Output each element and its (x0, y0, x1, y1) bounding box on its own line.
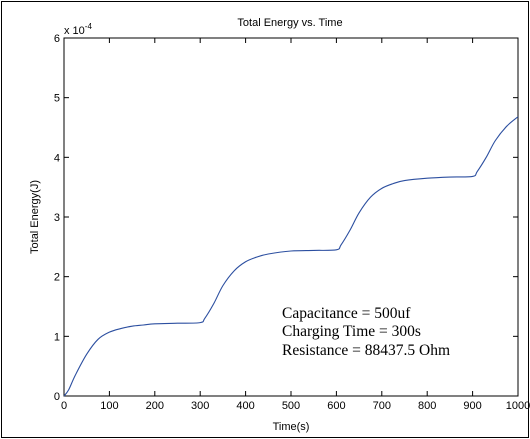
x-tick-label: 0 (61, 400, 67, 412)
x-axis-label: Time(s) (273, 421, 310, 433)
y-axis-multiplier-exponent: -4 (85, 22, 93, 31)
y-tick-label: 5 (54, 93, 60, 105)
x-tick-label: 100 (100, 400, 118, 412)
annotation-resistance: Resistance = 88437.5 Ohm (282, 342, 450, 359)
x-tick-label: 900 (463, 400, 481, 412)
y-axis-multiplier: x 10-4 (64, 22, 92, 37)
y-tick-label: 0 (54, 391, 60, 403)
x-axis-ticks: 0 100 200 300 400 500 600 700 800 900 1000 (61, 38, 530, 412)
annotation-charging-time: Charging Time = 300s (282, 323, 421, 340)
x-tick-label: 800 (418, 400, 436, 412)
x-tick-label: 400 (236, 400, 254, 412)
y-tick-label: 1 (54, 331, 60, 343)
x-tick-label: 600 (327, 400, 345, 412)
annotation-capacitance: Capacitance = 500uf (282, 305, 411, 322)
x-tick-label: 300 (191, 400, 209, 412)
y-tick-label: 4 (54, 152, 60, 164)
x-tick-label: 200 (146, 400, 164, 412)
parameter-annotation: Capacitance = 500uf Charging Time = 300s… (282, 305, 450, 359)
chart-title: Total Energy vs. Time (237, 17, 342, 29)
x-tick-label: 700 (373, 400, 391, 412)
y-axis-multiplier-base: x 10 (64, 25, 85, 37)
plot-area (63, 37, 519, 397)
y-tick-label: 2 (54, 272, 60, 284)
x-tick-label: 1000 (506, 400, 530, 412)
y-tick-label: 6 (54, 33, 60, 45)
y-axis-label: Total Energy(J) (29, 180, 41, 254)
y-tick-label: 3 (54, 212, 60, 224)
energy-series-line (63, 116, 519, 397)
y-axis-ticks: 0 1 2 3 4 5 6 (54, 33, 518, 403)
x-tick-label: 500 (282, 400, 300, 412)
